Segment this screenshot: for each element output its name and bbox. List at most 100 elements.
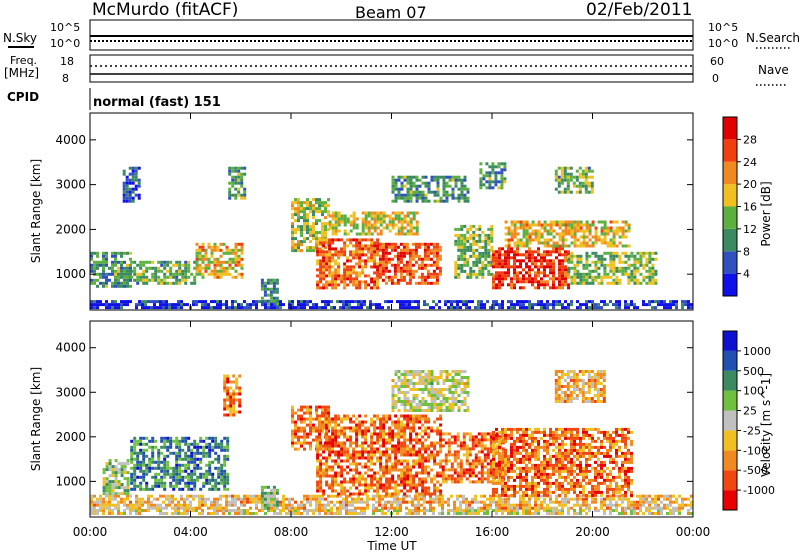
power-cell-0-128: [264, 303, 267, 307]
power-cell-11-1792: [433, 178, 437, 182]
power-cell-3-648: [166, 263, 170, 267]
velocity-cell-7-1982: [370, 420, 374, 424]
power-cell-2-556: [128, 190, 132, 194]
power-cell-3-634: [157, 281, 161, 285]
power-cell-12-1872: [457, 233, 461, 237]
power-cell-15-2470: [570, 229, 574, 233]
power-cell-15-2429: [552, 223, 556, 227]
power-cell-4-743: [210, 245, 214, 249]
power-cell-11-1714: [394, 187, 398, 191]
power-cell-1-451: [102, 275, 105, 279]
velocity-cell-2-1037: [120, 492, 124, 496]
velocity-cell-3-1107: [142, 436, 146, 440]
velocity-cell-3-1431: [226, 439, 230, 443]
power-cell-8-1311: [373, 277, 377, 281]
velocity-cell-0-136: [384, 512, 387, 515]
power-cell-8-1104: [322, 259, 326, 263]
velocity-cell-0-119: [348, 509, 351, 512]
power-cell-11-1706: [391, 181, 395, 185]
power-cell-15-2566: [615, 244, 619, 248]
velocity-cell-3-1144: [151, 454, 155, 458]
power-cell-9-1415: [373, 229, 377, 233]
velocity-cell-7-1986: [370, 438, 374, 442]
velocity-cell-3-1063: [130, 472, 134, 476]
velocity-cell-7-1804: [337, 465, 341, 469]
velocity-cell-3-1147: [151, 466, 155, 470]
velocity-cell-7-1782: [334, 450, 338, 454]
power-cell-15-2414: [543, 244, 547, 248]
velocity-cell-0-254: [636, 512, 639, 515]
power-cell-8-1077: [316, 259, 320, 263]
power-cell-0-170: [321, 306, 324, 310]
power-cell-7-999: [309, 234, 312, 238]
power-cell-9-1330: [328, 214, 332, 218]
velocity-cell-3-1335: [199, 466, 203, 470]
velocity-cell-7-1936: [361, 435, 365, 439]
velocity-cell-1-530: [306, 494, 309, 498]
power-cell-7-975: [303, 228, 306, 232]
power-cell-14-2261: [549, 268, 552, 272]
power-cell-17-2831: [633, 278, 637, 282]
power-cell-14-2239: [543, 256, 546, 260]
velocity-cell-0-21: [135, 509, 138, 512]
velocity-cell-7-1876: [349, 492, 353, 496]
velocity-cell-3-1340: [202, 445, 206, 449]
station-title: McMurdo (fitACF): [92, 0, 238, 20]
power-cell-3-644: [163, 275, 167, 279]
power-cell-11-1740: [406, 190, 410, 194]
power-cell-10-1639: [420, 272, 424, 276]
power-cell-10-1632: [417, 275, 421, 279]
power-cell-7-1024: [315, 234, 318, 238]
power-cell-9-1398: [367, 220, 371, 224]
velocity-cell-1-853: [585, 503, 588, 507]
velocity-cell-5-1528: [272, 491, 276, 495]
power-cell-11-1819: [445, 193, 449, 197]
power-cell-17-2680: [573, 263, 577, 267]
power-cell-7-1047: [321, 228, 324, 232]
power-cell-11-1860: [466, 199, 470, 203]
power-cell-9-1385: [361, 223, 365, 227]
velocity-cell-1-621: [384, 503, 387, 507]
velocity-cell-7-1975: [367, 465, 371, 469]
velocity-cell-4-1449: [223, 401, 227, 405]
power-cell-8-1078: [316, 262, 320, 266]
power-cell-17-2779: [612, 269, 616, 273]
power-cell-1-428: [93, 278, 96, 282]
power-cell-0-160: [306, 300, 309, 304]
velocity-cell-7-1902: [355, 444, 359, 448]
power-cell-17-2861: [648, 254, 652, 258]
power-cell-14-2212: [534, 271, 537, 275]
velocity-cell-7-1850: [346, 435, 350, 439]
power-cell-8-1107: [322, 268, 326, 272]
power-cell-0-391: [663, 300, 666, 304]
power-cell-0-121: [255, 300, 258, 304]
power-cell-7-1016: [312, 249, 315, 253]
velocity-cell-3-1364: [208, 454, 212, 458]
velocity-cell-7-1701: [319, 483, 323, 487]
velocity-cell-1-545: [318, 497, 321, 501]
power-cell-8-1160: [334, 268, 338, 272]
power-cell-8-1159: [334, 262, 338, 266]
velocity-cell-0-12: [111, 512, 114, 515]
power-cell-12-1903: [463, 245, 467, 249]
velocity-cell-3-1320: [196, 442, 200, 446]
power-cell-17-2700: [579, 278, 583, 282]
velocity-cell-1-465: [246, 500, 249, 504]
power-cell-15-2392: [534, 229, 538, 233]
power-cell-14-2241: [543, 265, 546, 269]
power-cell-12-1944: [472, 263, 476, 267]
velocity-cell-0-130: [372, 509, 375, 512]
velocity-cell-0-124: [354, 512, 357, 515]
power-cell-0-274: [480, 306, 483, 310]
power-cell-10-1562: [396, 266, 400, 270]
power-cell-3-607: [142, 275, 146, 279]
power-cell-0-24: [117, 306, 120, 310]
power-cell-15-2349: [513, 241, 517, 245]
power-cell-0-80: [198, 300, 201, 304]
power-cell-3-609: [142, 281, 146, 285]
velocity-cell-4-1445: [223, 383, 227, 387]
velocity-cell-1-732: [486, 503, 489, 507]
power-cell-0-298: [519, 300, 522, 304]
power-cell-14-2078: [492, 280, 495, 284]
velocity-cell-3-1312: [193, 463, 197, 467]
